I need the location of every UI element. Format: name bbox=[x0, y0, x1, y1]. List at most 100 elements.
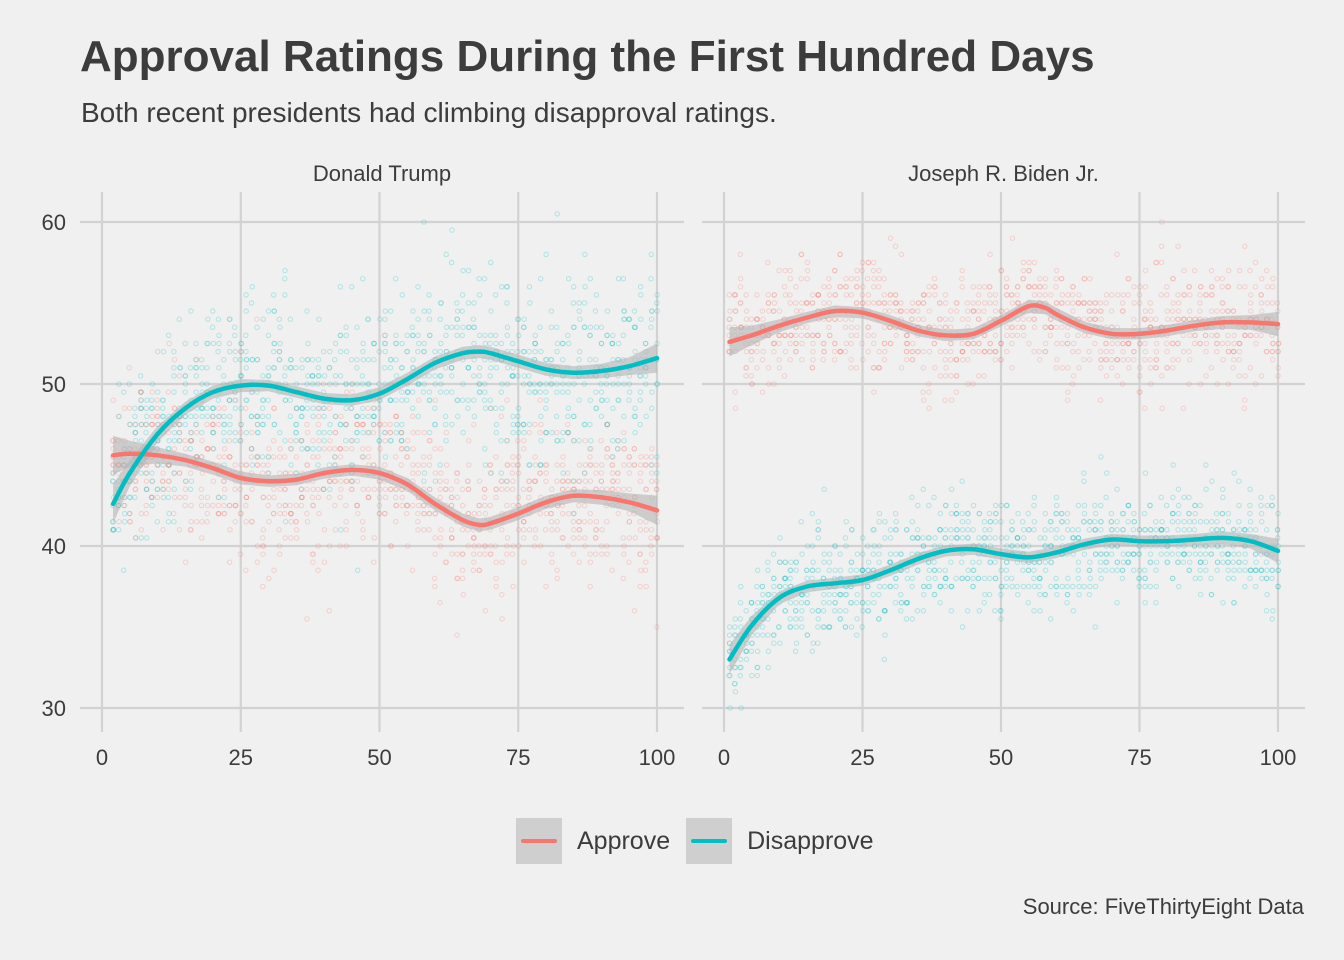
scatter-point bbox=[620, 332, 627, 339]
scatter-point bbox=[443, 559, 449, 565]
scatter-point bbox=[920, 591, 927, 598]
scatter-point bbox=[987, 292, 993, 298]
scatter-point bbox=[415, 316, 421, 322]
scatter-point bbox=[343, 381, 349, 387]
scatter-point bbox=[831, 340, 838, 347]
scatter-point bbox=[437, 535, 444, 541]
scatter-point bbox=[937, 373, 944, 379]
scatter-point bbox=[898, 599, 905, 606]
scatter-point bbox=[588, 446, 594, 452]
scatter-point bbox=[738, 705, 744, 711]
scatter-point bbox=[138, 527, 145, 533]
scatter-point bbox=[1086, 567, 1093, 574]
scatter-point bbox=[532, 348, 538, 355]
scatter-point bbox=[887, 535, 894, 541]
scatter-point bbox=[592, 551, 599, 557]
scatter-point bbox=[1081, 583, 1087, 590]
scatter-point bbox=[920, 316, 927, 322]
scatter-point bbox=[942, 575, 949, 582]
scatter-point bbox=[1153, 567, 1159, 574]
scatter-point bbox=[216, 365, 222, 371]
scatter-point bbox=[1180, 316, 1187, 322]
scatter-point bbox=[132, 429, 138, 436]
scatter-point bbox=[498, 340, 505, 347]
scatter-point bbox=[788, 332, 794, 339]
scatter-point bbox=[1054, 340, 1060, 347]
scatter-point bbox=[793, 608, 799, 614]
scatter-point bbox=[449, 227, 455, 233]
scatter-point bbox=[216, 405, 222, 412]
scatter-point bbox=[409, 389, 416, 395]
scatter-point bbox=[765, 259, 771, 266]
scatter-point bbox=[282, 365, 289, 371]
scatter-point bbox=[432, 446, 438, 452]
scatter-point bbox=[493, 454, 499, 460]
scatter-point bbox=[893, 332, 899, 339]
scatter-point bbox=[787, 567, 793, 574]
scatter-point bbox=[743, 373, 749, 379]
scatter-point bbox=[615, 275, 622, 282]
scatter-point bbox=[1192, 551, 1199, 557]
legend-label-disapprove: Disapprove bbox=[747, 826, 874, 855]
scatter-point bbox=[970, 348, 976, 355]
scatter-point bbox=[504, 437, 511, 444]
scatter-point bbox=[154, 348, 161, 355]
scatter-point bbox=[876, 300, 882, 306]
scatter-point bbox=[943, 365, 949, 371]
scatter-point bbox=[538, 348, 544, 355]
scatter-point bbox=[426, 389, 433, 395]
scatter-point bbox=[471, 373, 477, 379]
scatter-point bbox=[1086, 567, 1093, 574]
scatter-point bbox=[1053, 510, 1060, 517]
scatter-point bbox=[587, 462, 593, 468]
scatter-point bbox=[537, 462, 544, 468]
scatter-point bbox=[926, 405, 932, 412]
scatter-point bbox=[1236, 559, 1242, 565]
scatter-point bbox=[449, 389, 455, 395]
scatter-point bbox=[1242, 332, 1248, 339]
scatter-point bbox=[948, 340, 954, 347]
scatter-point bbox=[1092, 316, 1098, 322]
scatter-point bbox=[1275, 348, 1282, 355]
scatter-point bbox=[1231, 348, 1237, 355]
scatter-point bbox=[465, 437, 472, 444]
scatter-point bbox=[399, 340, 405, 347]
scatter-point bbox=[648, 324, 654, 331]
scatter-point bbox=[598, 470, 605, 476]
scatter-point bbox=[1042, 559, 1049, 565]
scatter-point bbox=[1031, 259, 1038, 266]
scatter-point bbox=[320, 348, 327, 355]
scatter-point bbox=[460, 324, 466, 331]
scatter-point bbox=[871, 340, 877, 347]
scatter-point bbox=[793, 308, 800, 314]
scatter-point bbox=[154, 486, 161, 493]
scatter-point bbox=[870, 527, 876, 533]
legend-item-disapprove: Disapprove bbox=[686, 818, 874, 864]
scatter-point bbox=[377, 446, 383, 452]
scatter-point bbox=[1031, 284, 1038, 290]
scatter-point bbox=[277, 340, 283, 347]
scatter-point bbox=[154, 518, 161, 525]
scatter-point bbox=[1164, 292, 1170, 298]
scatter-point bbox=[771, 308, 777, 314]
scatter-point bbox=[870, 259, 877, 266]
scatter-point bbox=[132, 421, 139, 428]
scatter-point bbox=[926, 502, 932, 509]
scatter-point bbox=[975, 292, 982, 298]
scatter-point bbox=[626, 454, 632, 460]
scatter-point bbox=[460, 381, 466, 387]
scatter-point bbox=[848, 599, 854, 606]
scatter-point bbox=[1275, 340, 1282, 347]
scatter-point bbox=[232, 518, 238, 525]
scatter-point bbox=[810, 640, 816, 646]
scatter-point bbox=[542, 429, 549, 436]
scatter-point bbox=[210, 413, 216, 420]
scatter-point bbox=[487, 397, 494, 403]
scatter-point bbox=[1125, 292, 1131, 298]
scatter-point bbox=[321, 373, 328, 379]
scatter-point bbox=[881, 300, 888, 306]
scatter-point bbox=[121, 510, 128, 517]
scatter-point bbox=[1103, 559, 1109, 565]
scatter-point bbox=[504, 397, 510, 403]
scatter-point bbox=[1015, 324, 1021, 331]
